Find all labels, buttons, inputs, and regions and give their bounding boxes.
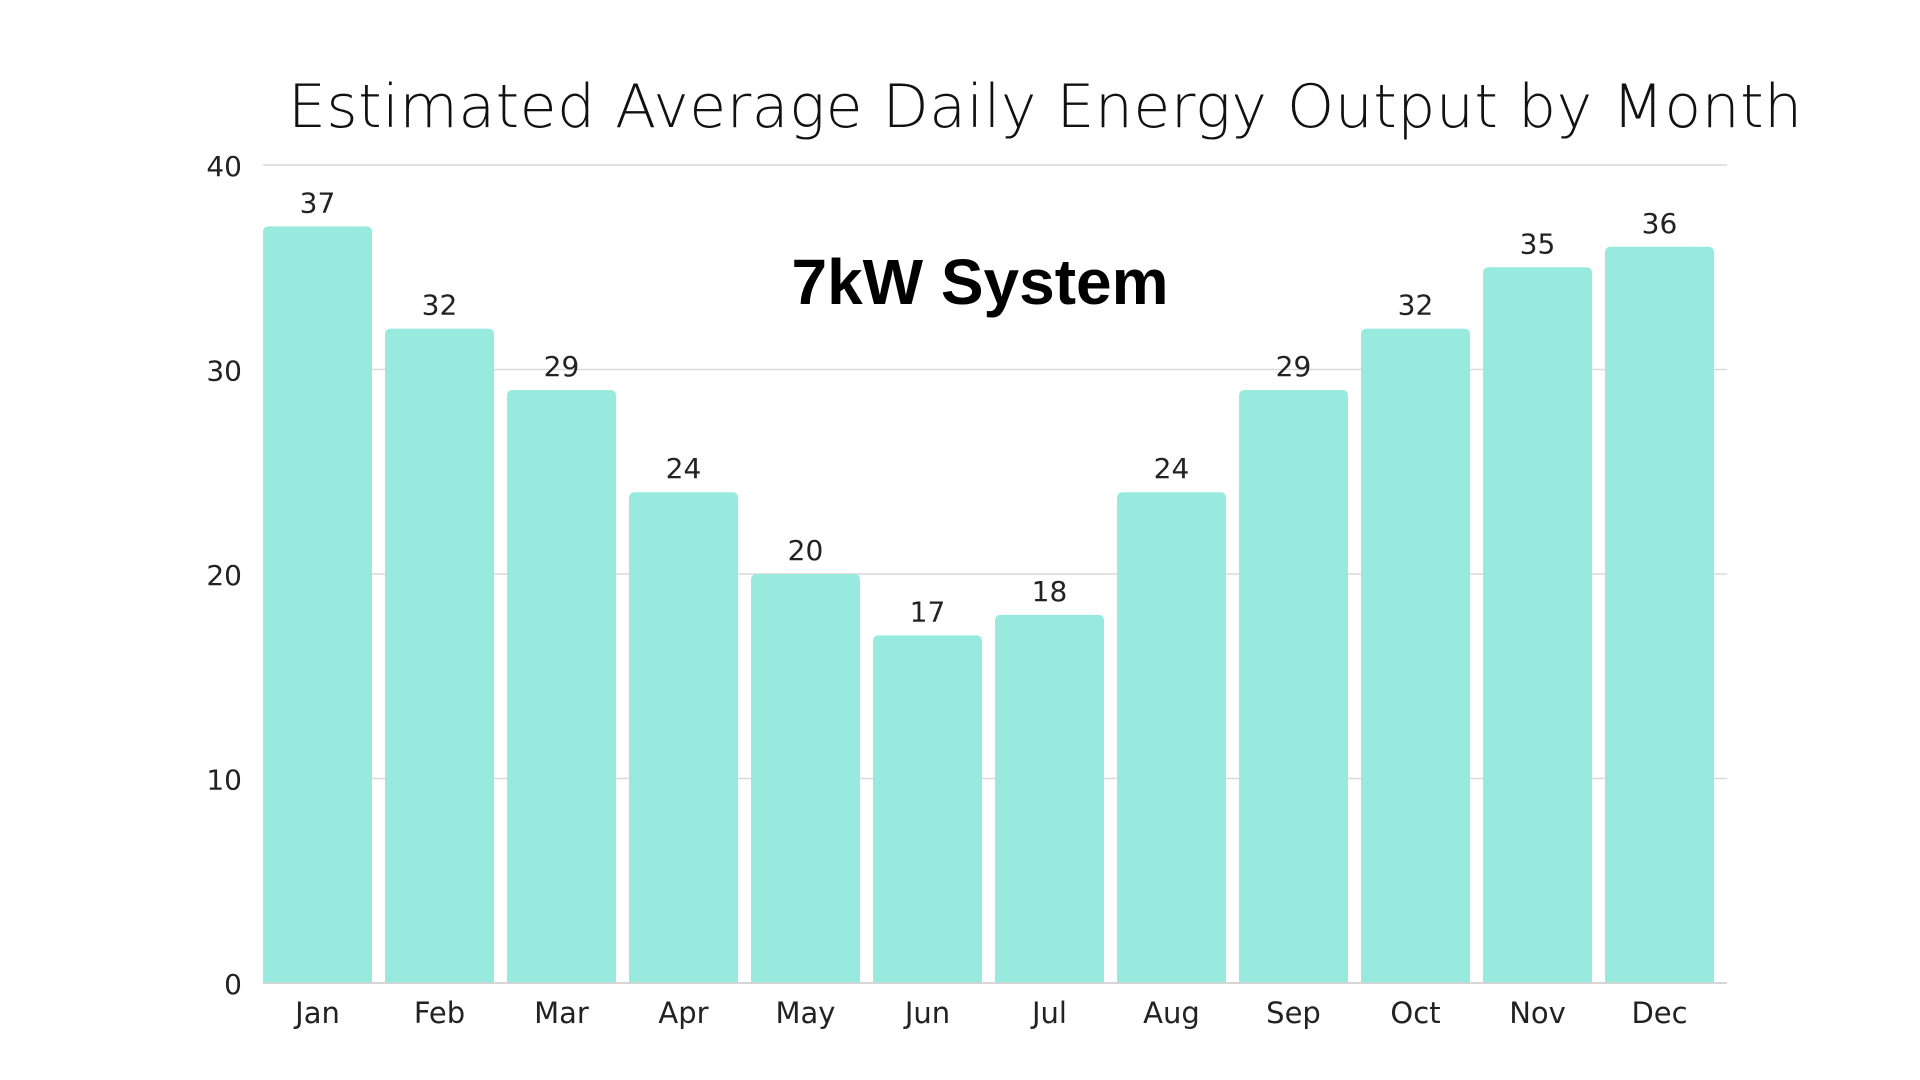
x-tick-label: Nov (1509, 996, 1566, 1030)
data-label: 29 (1276, 350, 1312, 383)
y-tick-label: 20 (206, 559, 242, 592)
y-tick-label: 0 (224, 968, 242, 1001)
bar-oct (1361, 328, 1470, 984)
y-tick-label: 30 (206, 355, 242, 388)
data-label: 36 (1642, 207, 1678, 240)
x-tick-label: Apr (658, 996, 708, 1030)
x-tick-label: Jan (293, 996, 340, 1030)
x-tick-label: May (776, 996, 836, 1030)
y-tick-label: 40 (206, 150, 242, 183)
data-label: 17 (910, 595, 946, 628)
x-tick-label: Sep (1266, 996, 1321, 1030)
chart-annotation: 7kW System (791, 246, 1169, 318)
x-tick-label: Oct (1390, 996, 1440, 1030)
x-tick-label: Mar (534, 996, 589, 1030)
y-tick-label: 10 (206, 764, 242, 797)
data-label: 32 (422, 289, 458, 322)
bar-apr (629, 492, 738, 983)
bar-feb (385, 328, 494, 984)
bar-dec (1605, 246, 1714, 984)
bar-mar (507, 389, 616, 983)
data-label: 32 (1398, 289, 1434, 322)
data-label: 18 (1032, 575, 1068, 608)
x-tick-label: Feb (414, 996, 465, 1030)
chart-title: Estimated Average Daily Energy Output by… (288, 72, 1803, 142)
data-label: 24 (1154, 452, 1190, 485)
bar-jul (995, 614, 1104, 983)
data-label: 29 (544, 350, 580, 383)
bar-jan (263, 226, 372, 984)
bar-jun (873, 635, 982, 983)
bar-nov (1483, 267, 1592, 983)
x-tick-label: Dec (1631, 996, 1687, 1030)
x-tick-label: Jun (903, 996, 950, 1030)
bar-may (751, 574, 860, 983)
data-label: 37 (300, 186, 336, 219)
bar-sep (1239, 389, 1348, 983)
bar-aug (1117, 492, 1226, 983)
x-tick-label: Jul (1030, 996, 1067, 1030)
data-label: 24 (666, 452, 702, 485)
data-label: 20 (788, 534, 824, 567)
x-tick-label: Aug (1143, 996, 1200, 1030)
data-label: 35 (1520, 227, 1556, 260)
